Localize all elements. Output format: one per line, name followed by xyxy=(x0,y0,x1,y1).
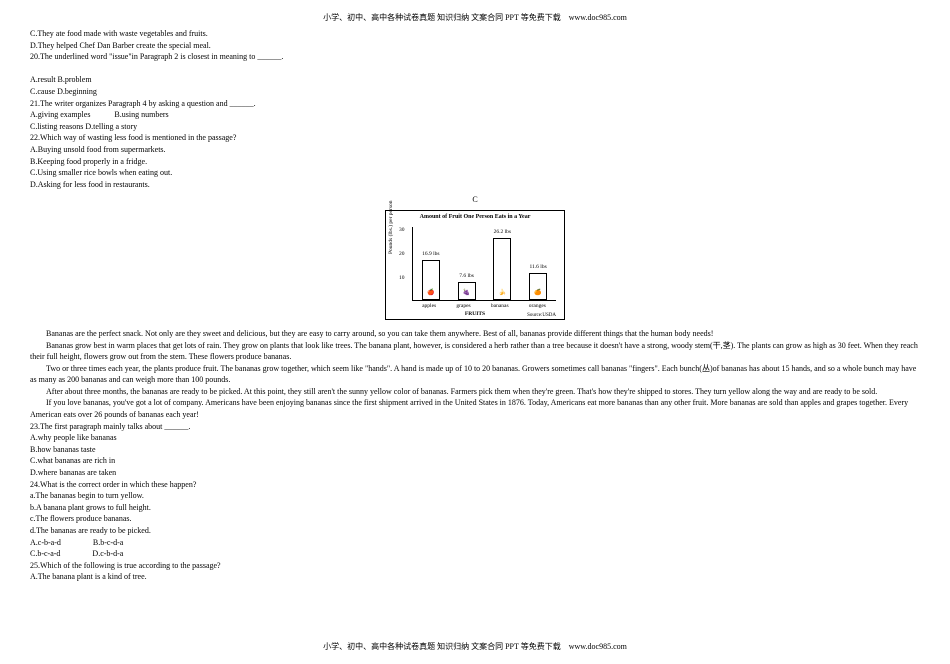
text-line: A.result B.problem xyxy=(30,74,920,86)
text-line: C.Using smaller rice bowls when eating o… xyxy=(30,167,920,179)
text-line: c.The flowers produce bananas. xyxy=(30,513,920,525)
chart-bar: 11.6 lbs 🍊 xyxy=(522,264,553,300)
chart-bar-value: 11.6 lbs xyxy=(530,264,547,272)
text-line: A.giving examples B.using numbers xyxy=(30,109,920,121)
text-line: B.how bananas taste xyxy=(30,444,920,456)
chart-bar-value: 26.2 lbs xyxy=(494,229,511,237)
fruit-chart: Amount of Fruit One Person Eats in a Yea… xyxy=(385,210,565,320)
text-line: A.c-b-a-d B.b-c-d-a xyxy=(30,537,920,549)
text-line: a.The bananas begin to turn yellow. xyxy=(30,490,920,502)
text-line: A.why people like bananas xyxy=(30,432,920,444)
text-line: D.where bananas are taken xyxy=(30,467,920,479)
chart-xlabel: grapes xyxy=(456,303,470,311)
chart-ytick: 30 xyxy=(399,227,405,235)
text-line: D.Asking for less food in restaurants. xyxy=(30,179,920,191)
text-line: D.They helped Chef Dan Barber create the… xyxy=(30,40,920,52)
text-line: C.They ate food made with waste vegetabl… xyxy=(30,28,920,40)
document-body: C.They ate food made with waste vegetabl… xyxy=(30,28,920,583)
chart-ytick: 10 xyxy=(399,275,405,283)
fruit-icon: 🍊 xyxy=(530,289,546,298)
text-line: 20.The underlined word "issue"in Paragra… xyxy=(30,51,920,63)
fruit-icon: 🍌 xyxy=(494,289,510,298)
chart-xlabels: apples grapes bananas oranges xyxy=(412,303,556,311)
text-line: 22.Which way of wasting less food is men… xyxy=(30,132,920,144)
chart-ytick: 20 xyxy=(399,251,405,259)
text-line: 24.What is the correct order in which th… xyxy=(30,479,920,491)
paragraph: Two or three times each year, the plants… xyxy=(30,363,920,386)
text-line: C.what bananas are rich in xyxy=(30,455,920,467)
chart-xlabel: apples xyxy=(422,303,436,311)
paragraph: Bananas grow best in warm places that ge… xyxy=(30,340,920,363)
fruit-icon: 🍇 xyxy=(459,289,475,298)
text-line: C.cause D.beginning xyxy=(30,86,920,98)
chart-bar-value: 7.6 lbs xyxy=(459,273,474,281)
chart-xlabel: bananas xyxy=(491,303,509,311)
chart-xlabel: oranges xyxy=(529,303,546,311)
text-line: A.The banana plant is a kind of tree. xyxy=(30,571,920,583)
text-line: 23.The first paragraph mainly talks abou… xyxy=(30,421,920,433)
paragraph: If you love bananas, you've got a lot of… xyxy=(30,397,920,420)
fruit-icon: 🍎 xyxy=(423,289,439,298)
chart-plot: 302010 16.9 lbs🍎7.6 lbs🍇26.2 lbs🍌11.6 lb… xyxy=(412,227,556,301)
chart-ylabel: Pounds (lbs.) per person xyxy=(388,201,396,254)
paragraph: After about three months, the bananas ar… xyxy=(30,386,920,398)
chart-bar: 16.9 lbs 🍎 xyxy=(415,251,446,300)
chart-bar-value: 16.9 lbs xyxy=(422,251,439,259)
text-line: 21.The writer organizes Paragraph 4 by a… xyxy=(30,98,920,110)
text-line: A.Buying unsold food from supermarkets. xyxy=(30,144,920,156)
chart-bar: 7.6 lbs 🍇 xyxy=(451,273,482,300)
chart-container: Amount of Fruit One Person Eats in a Yea… xyxy=(30,210,920,320)
text-line: 25.Which of the following is true accord… xyxy=(30,560,920,572)
paragraph: Bananas are the perfect snack. Not only … xyxy=(30,328,920,340)
text-line: d.The bananas are ready to be picked. xyxy=(30,525,920,537)
section-label-c: C xyxy=(30,194,920,206)
chart-source: Source:USDA xyxy=(527,312,556,319)
text-line xyxy=(30,63,920,75)
page-footer: 小学、初中、高中各种试卷真题 知识归纳 文案合同 PPT 等免费下载 www.d… xyxy=(0,641,950,652)
text-line: C.listing reasons D.telling a story xyxy=(30,121,920,133)
chart-title: Amount of Fruit One Person Eats in a Yea… xyxy=(386,211,564,224)
text-line: b.A banana plant grows to full height. xyxy=(30,502,920,514)
page-header: 小学、初中、高中各种试卷真题 知识归纳 文案合同 PPT 等免费下载 www.d… xyxy=(0,12,950,23)
text-line: B.Keeping food properly in a fridge. xyxy=(30,156,920,168)
chart-bar: 26.2 lbs 🍌 xyxy=(487,229,518,300)
text-line: C.b-c-a-d D.c-b-d-a xyxy=(30,548,920,560)
